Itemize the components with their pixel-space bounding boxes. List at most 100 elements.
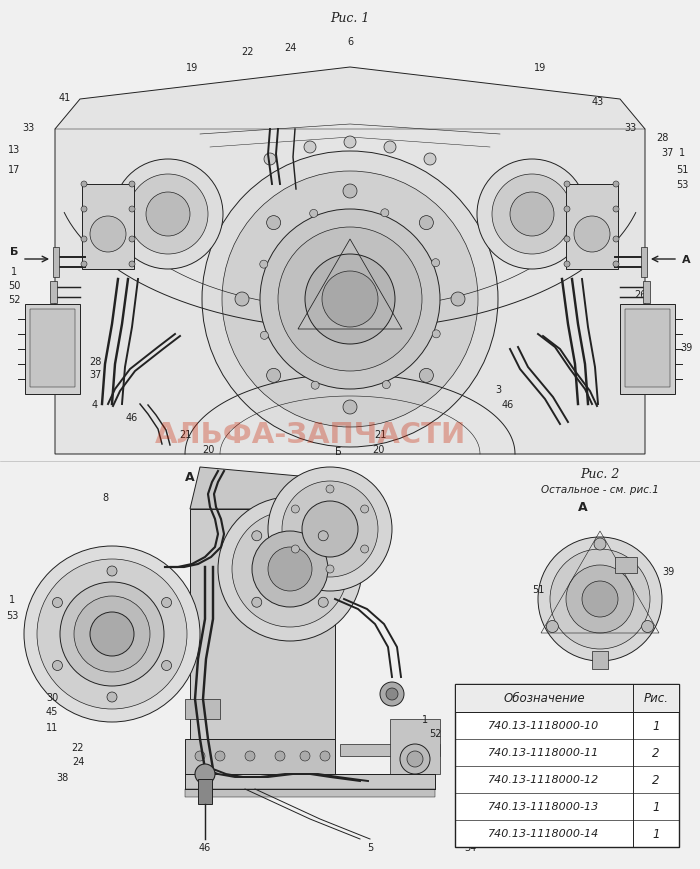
Bar xyxy=(455,684,679,847)
Text: 26: 26 xyxy=(634,289,646,300)
Circle shape xyxy=(252,531,262,541)
Bar xyxy=(185,789,435,797)
Text: 33: 33 xyxy=(624,123,636,133)
Text: 33: 33 xyxy=(22,123,34,133)
Circle shape xyxy=(613,182,619,188)
Circle shape xyxy=(60,582,164,687)
Circle shape xyxy=(384,142,396,154)
Circle shape xyxy=(24,547,200,722)
Circle shape xyxy=(90,216,126,253)
Text: 3: 3 xyxy=(495,385,501,395)
Text: А: А xyxy=(682,255,690,265)
Text: А: А xyxy=(186,471,195,484)
Circle shape xyxy=(451,293,465,307)
Circle shape xyxy=(407,751,423,767)
Text: Рис.: Рис. xyxy=(643,692,668,705)
Text: 20: 20 xyxy=(372,444,384,454)
Bar xyxy=(25,305,80,395)
Circle shape xyxy=(267,369,281,383)
Text: 19: 19 xyxy=(534,63,546,73)
Circle shape xyxy=(252,531,328,607)
Circle shape xyxy=(282,481,378,577)
Bar xyxy=(185,774,435,789)
Bar xyxy=(185,740,335,774)
Circle shape xyxy=(566,566,634,634)
Circle shape xyxy=(360,506,369,514)
Circle shape xyxy=(302,501,358,557)
Text: Рис. 1: Рис. 1 xyxy=(330,11,370,24)
Bar xyxy=(625,309,670,388)
Circle shape xyxy=(419,216,433,230)
Circle shape xyxy=(275,751,285,761)
Text: 21: 21 xyxy=(374,429,386,440)
Circle shape xyxy=(564,182,570,188)
Circle shape xyxy=(424,154,436,166)
Text: 8: 8 xyxy=(102,493,108,502)
Text: 39: 39 xyxy=(680,342,692,353)
Circle shape xyxy=(291,506,300,514)
Polygon shape xyxy=(190,468,335,509)
Circle shape xyxy=(320,751,330,761)
Circle shape xyxy=(380,682,404,706)
Text: 46: 46 xyxy=(502,400,514,409)
Circle shape xyxy=(252,598,262,607)
Bar xyxy=(30,309,75,388)
Circle shape xyxy=(129,262,135,268)
Text: 26: 26 xyxy=(54,322,66,333)
Bar xyxy=(390,720,440,774)
Bar xyxy=(50,282,57,303)
Circle shape xyxy=(278,228,422,372)
Text: 45: 45 xyxy=(46,706,58,716)
Circle shape xyxy=(322,272,378,328)
Circle shape xyxy=(318,531,328,541)
Text: 21: 21 xyxy=(178,429,191,440)
Text: 22: 22 xyxy=(71,742,84,753)
Circle shape xyxy=(129,182,135,188)
Bar xyxy=(566,185,618,269)
Text: 46: 46 xyxy=(126,413,138,422)
Text: 53: 53 xyxy=(676,180,688,189)
Circle shape xyxy=(52,598,62,607)
Text: 13: 13 xyxy=(8,145,20,155)
Text: 53: 53 xyxy=(6,610,18,620)
Text: 1: 1 xyxy=(652,720,659,733)
Text: 5: 5 xyxy=(367,842,373,852)
Circle shape xyxy=(300,751,310,761)
Text: 30: 30 xyxy=(46,693,58,702)
Text: 1: 1 xyxy=(11,267,17,276)
Text: 740.13-1118000-13: 740.13-1118000-13 xyxy=(489,801,600,812)
Circle shape xyxy=(264,154,276,166)
Text: 6: 6 xyxy=(347,37,353,47)
Text: Б: Б xyxy=(335,447,342,456)
Circle shape xyxy=(419,369,433,383)
Text: 28: 28 xyxy=(89,356,102,367)
Text: 39: 39 xyxy=(662,567,674,576)
Text: Обозначение: Обозначение xyxy=(503,692,584,705)
Circle shape xyxy=(260,209,440,389)
Circle shape xyxy=(129,207,135,213)
Text: А: А xyxy=(578,501,588,514)
Circle shape xyxy=(128,175,208,255)
Circle shape xyxy=(235,293,249,307)
Circle shape xyxy=(343,185,357,199)
Text: 2: 2 xyxy=(652,746,659,760)
Text: 24: 24 xyxy=(72,756,84,766)
Circle shape xyxy=(162,660,172,671)
Bar xyxy=(82,185,134,269)
Circle shape xyxy=(129,236,135,242)
Circle shape xyxy=(613,207,619,213)
Text: АЛЬФА-ЗАПЧАСТИ: АЛЬФА-ЗАПЧАСТИ xyxy=(155,421,466,448)
Text: 28: 28 xyxy=(656,133,668,143)
Text: 1: 1 xyxy=(679,148,685,158)
Circle shape xyxy=(594,539,606,550)
Text: 11: 11 xyxy=(46,722,58,733)
Circle shape xyxy=(305,255,395,345)
Text: 52: 52 xyxy=(8,295,20,305)
Bar xyxy=(340,744,440,756)
Circle shape xyxy=(245,751,255,761)
Text: 24: 24 xyxy=(284,43,296,53)
Text: 1: 1 xyxy=(9,594,15,604)
Circle shape xyxy=(195,751,205,761)
Circle shape xyxy=(582,581,618,617)
Text: 34: 34 xyxy=(464,842,476,852)
